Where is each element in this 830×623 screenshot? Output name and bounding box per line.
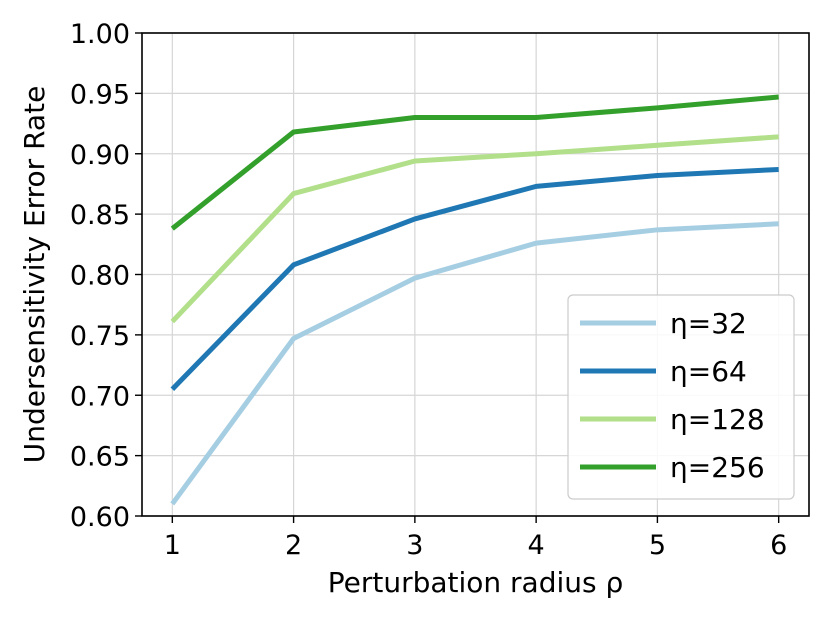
y-tick-label: 0.85 bbox=[70, 200, 130, 231]
x-tick-label: 3 bbox=[406, 530, 423, 561]
legend-label: η=64 bbox=[670, 355, 747, 388]
x-tick-label: 5 bbox=[649, 530, 666, 561]
series-line-3 bbox=[170, 134, 779, 324]
legend-label: η=128 bbox=[670, 403, 765, 436]
y-tick-label: 0.75 bbox=[70, 321, 130, 352]
y-axis-label: Undersensitivity Error Rate bbox=[18, 86, 51, 464]
series-line-2 bbox=[170, 166, 779, 391]
y-tick-label: 1.00 bbox=[70, 19, 130, 50]
y-tick-label: 0.60 bbox=[70, 502, 130, 533]
series-lines bbox=[170, 94, 779, 506]
x-tick-label: 1 bbox=[164, 530, 181, 561]
tick-labels: 1 2 3 4 5 6 0.60 0.65 0.70 0.75 0.80 0.85 0.90 0.95 1.… bbox=[70, 19, 787, 561]
series-line-1 bbox=[170, 221, 779, 506]
legend-label: η=256 bbox=[670, 451, 765, 484]
y-tick-label: 0.70 bbox=[70, 381, 130, 412]
series-line-4 bbox=[170, 94, 779, 231]
x-axis-label: Perturbation radius ρ bbox=[328, 566, 624, 599]
legend-box bbox=[567, 294, 795, 500]
legend: η=32 η=64 η=128 η=256 bbox=[567, 294, 795, 500]
y-tick-label: 0.90 bbox=[70, 140, 130, 171]
x-tick-label: 6 bbox=[770, 530, 787, 561]
grid-lines bbox=[142, 32, 809, 517]
legend-label: η=32 bbox=[670, 307, 747, 340]
y-tick-label: 0.80 bbox=[70, 261, 130, 292]
x-tick-label: 2 bbox=[285, 530, 302, 561]
y-tick-label: 0.65 bbox=[70, 442, 130, 473]
axis-ticks bbox=[135, 32, 780, 523]
y-tick-label: 0.95 bbox=[70, 79, 130, 110]
x-tick-label: 4 bbox=[528, 530, 545, 561]
